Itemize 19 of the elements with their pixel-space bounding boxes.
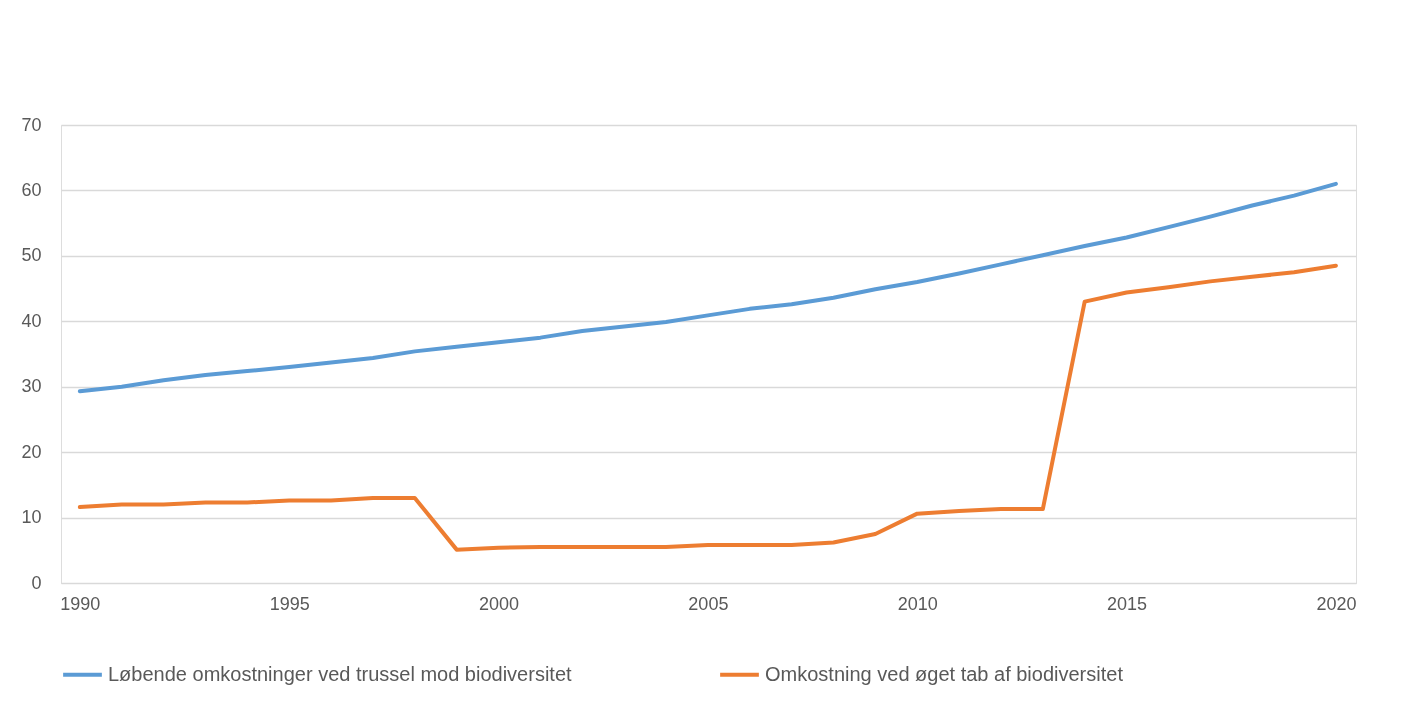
y-tick-label: 50 bbox=[21, 245, 42, 266]
y-tick-label: 30 bbox=[21, 376, 42, 397]
x-tick-label: 1990 bbox=[60, 593, 101, 614]
y-tick-label: 10 bbox=[21, 507, 42, 528]
line-series bbox=[77, 263, 1338, 552]
x-tick-label: 2005 bbox=[688, 593, 729, 614]
y-tick-label: 0 bbox=[31, 572, 42, 593]
x-tick-label: 2000 bbox=[479, 593, 520, 614]
legend-label: Omkostning ved øget tab af biodiversitet bbox=[765, 662, 1124, 685]
x-tick-label: 1995 bbox=[269, 593, 310, 614]
line-series bbox=[77, 181, 1338, 394]
y-tick-label: 40 bbox=[21, 310, 42, 331]
x-tick-label: 2020 bbox=[1316, 593, 1357, 614]
y-tick-label: 60 bbox=[21, 179, 42, 200]
legend-label: Løbende omkostninger ved trussel mod biodiversitet bbox=[108, 662, 573, 685]
x-tick-label: 2010 bbox=[897, 593, 938, 614]
y-tick-label: 70 bbox=[21, 114, 42, 135]
y-tick-label: 20 bbox=[21, 441, 42, 462]
x-tick-label: 2015 bbox=[1107, 593, 1148, 614]
